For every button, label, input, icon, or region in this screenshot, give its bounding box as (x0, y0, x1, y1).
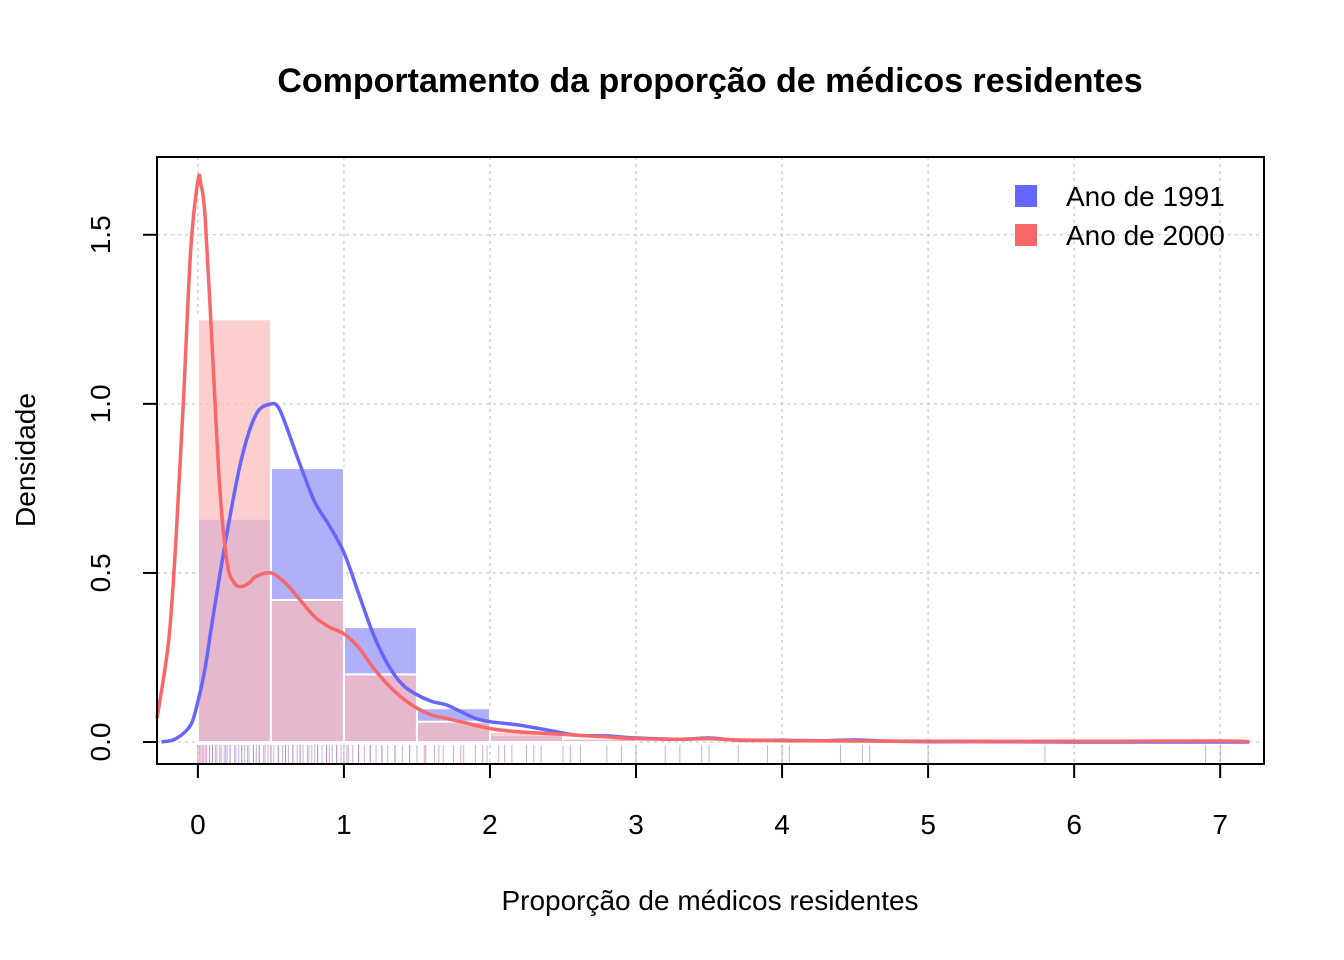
x-tick-label-0: 0 (190, 809, 206, 840)
legend-label-2000: Ano de 2000 (1066, 220, 1225, 251)
y-tick-label-3: 1.5 (85, 215, 116, 254)
legend: Ano de 1991 Ano de 2000 (1015, 181, 1225, 251)
x-tick-label-7: 7 (1212, 809, 1228, 840)
y-axis: 0.0 0.5 1.0 1.5 (85, 215, 158, 762)
bar-ano-de-2000-1 (269, 598, 345, 744)
x-axis: 0 1 2 3 4 5 6 7 (190, 763, 1228, 840)
y-tick-label-0: 0.0 (85, 723, 116, 762)
x-tick-label-4: 4 (774, 809, 790, 840)
y-tick-label-2: 1.0 (85, 384, 116, 423)
x-tick-label-6: 6 (1066, 809, 1082, 840)
x-tick-label-1: 1 (336, 809, 352, 840)
x-tick-label-5: 5 (920, 809, 936, 840)
legend-swatch-1991 (1015, 185, 1037, 207)
x-tick-label-2: 2 (482, 809, 498, 840)
legend-label-1991: Ano de 1991 (1066, 181, 1225, 212)
legend-swatch-2000 (1015, 224, 1037, 246)
bar-ano-de-2000-2 (342, 673, 418, 744)
rug-marks (197, 745, 1221, 765)
bar-ano-de-2000-0 (196, 318, 272, 744)
y-tick-label-1: 0.5 (85, 553, 116, 592)
chart-title: Comportamento da proporção de médicos re… (277, 62, 1142, 100)
x-tick-label-3: 3 (628, 809, 644, 840)
x-axis-label: Proporção de médicos residentes (501, 885, 918, 916)
density-line-2000 (155, 173, 1250, 744)
y-axis-label: Densidade (10, 393, 41, 527)
histogram-2000 (196, 318, 638, 744)
